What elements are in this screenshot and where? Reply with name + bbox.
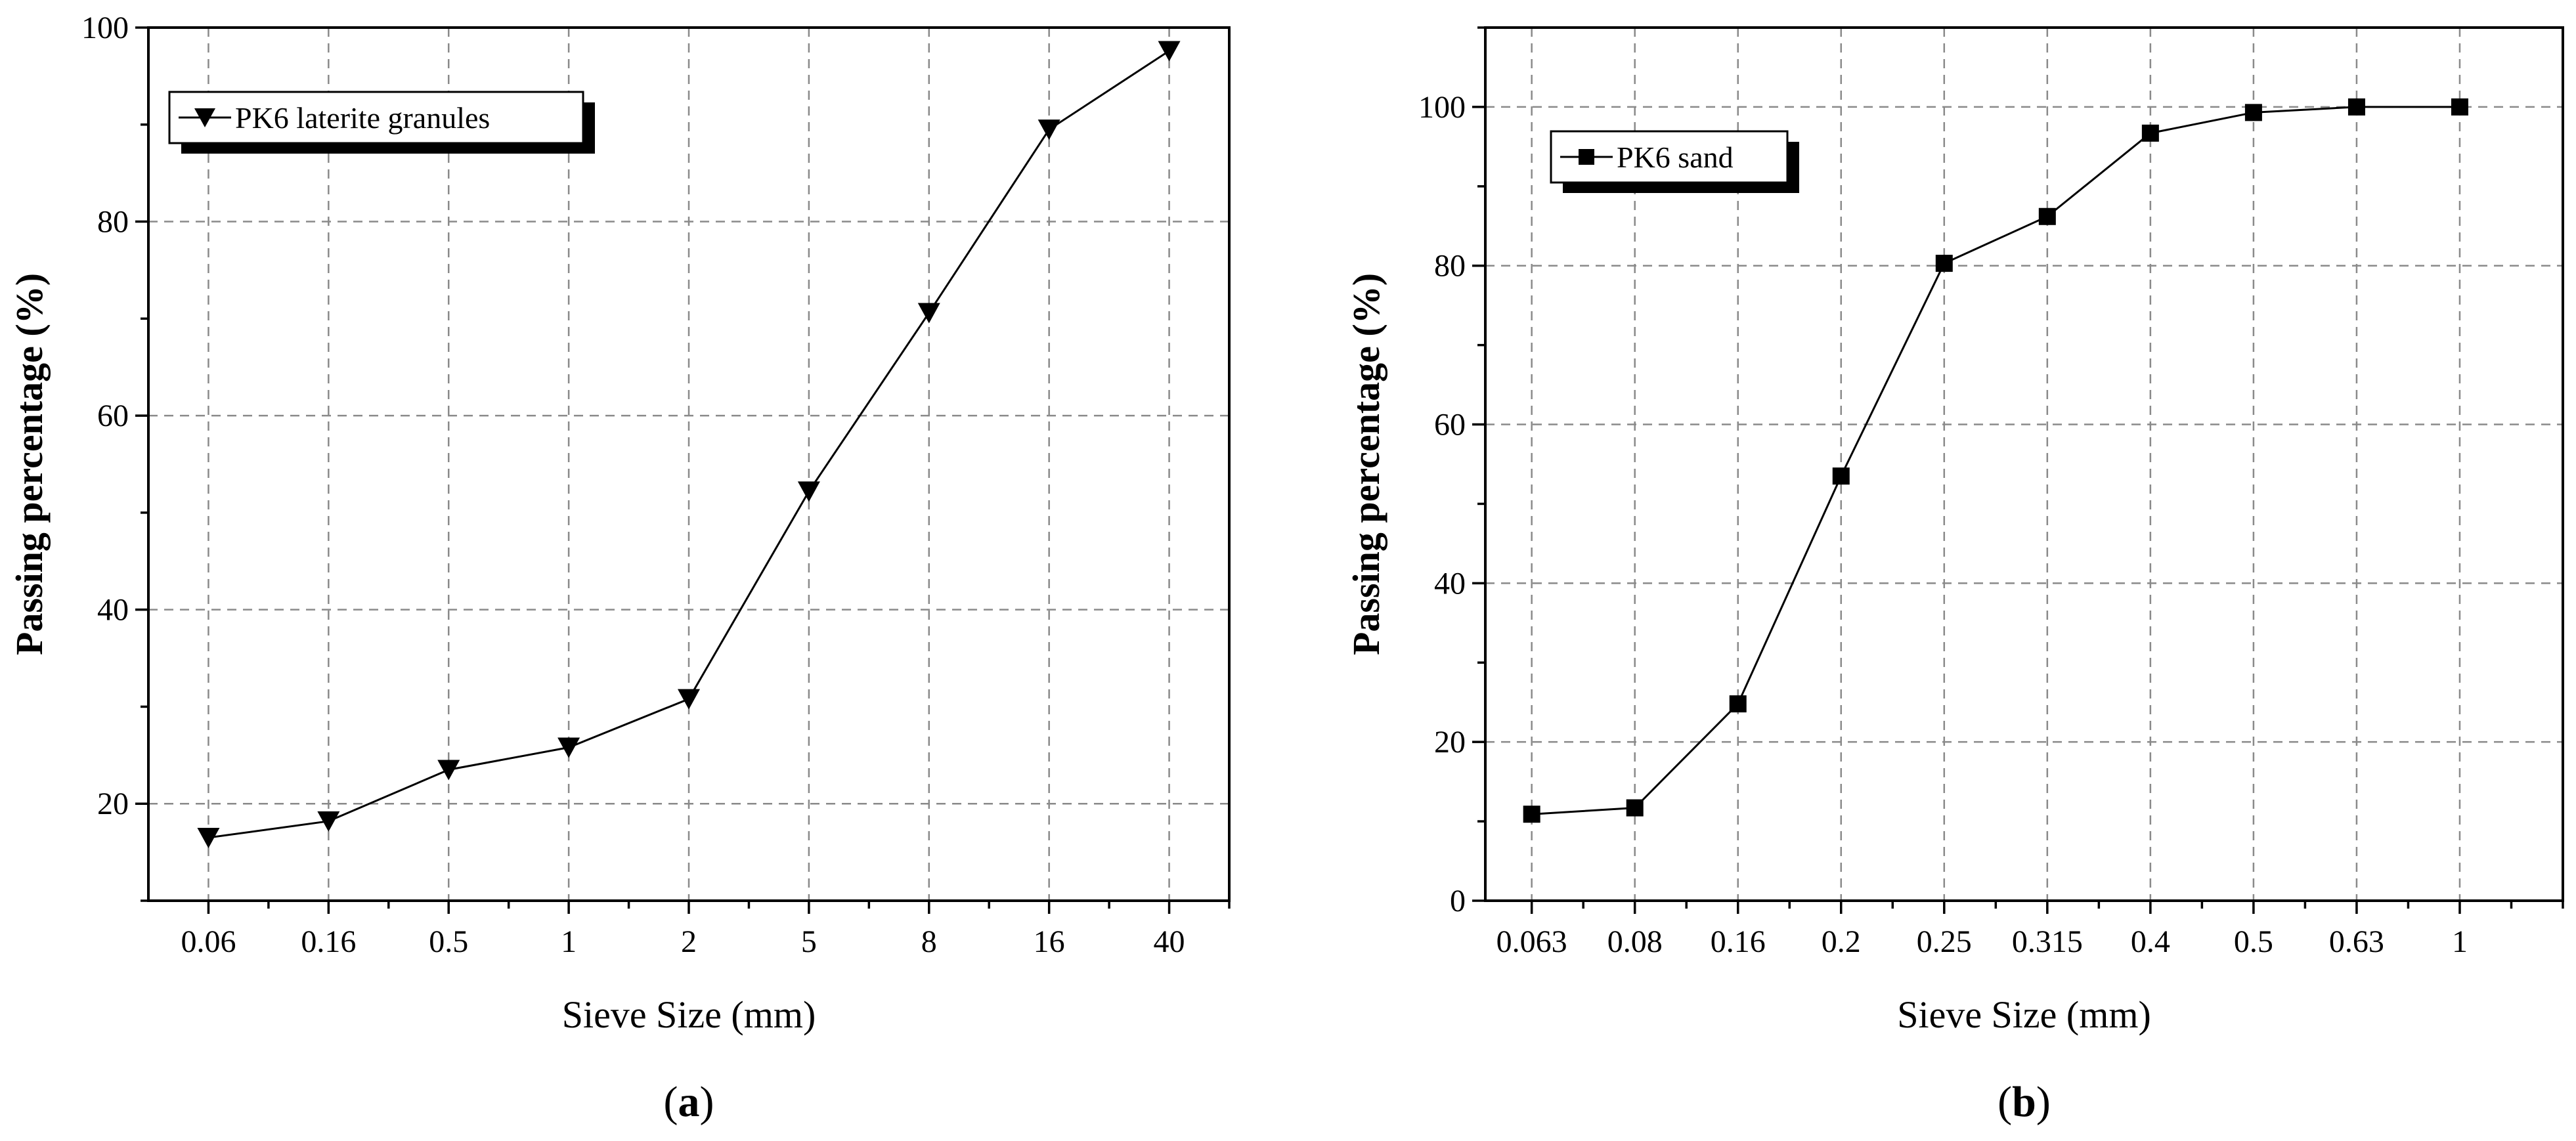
data-point	[797, 481, 820, 502]
data-point	[437, 760, 460, 781]
y-tick-label: 0	[1450, 884, 1466, 918]
y-tick-label: 60	[97, 398, 129, 433]
data-point	[1729, 695, 1747, 713]
y-tick-label: 60	[1434, 408, 1466, 442]
data-point	[2141, 124, 2159, 142]
data-point	[2244, 104, 2262, 121]
x-tick-label: 1	[2452, 924, 2468, 959]
chart-panel-b: 0 20 40 60 80 100 0.063 0.08 0.16 0.2 0.25 0.315 0.4…	[1345, 26, 2564, 1126]
plot-frame	[1484, 26, 2564, 902]
panel-letter: b	[2012, 1078, 2036, 1126]
y-tick-label: 20	[1434, 725, 1466, 760]
x-tick-label: 0.063	[1496, 924, 1567, 959]
x-tick-label: 8	[921, 924, 937, 959]
data-point	[1935, 255, 1953, 272]
legend-box	[168, 91, 584, 144]
panel-label: (b)	[1997, 1078, 2051, 1126]
x-tick-label: 0.5	[2234, 924, 2273, 959]
y-axis-title: Passing percentage (%)	[1345, 273, 1387, 655]
data-point	[1523, 806, 1540, 823]
y-tick-label: 40	[97, 593, 129, 628]
data-point	[317, 811, 340, 832]
data-point	[1037, 119, 1060, 140]
series-line	[1531, 106, 2460, 815]
x-tick-label: 5	[801, 924, 817, 959]
x-tick-label: 0.16	[1711, 924, 1766, 959]
x-tick-label: 0.16	[301, 924, 356, 959]
x-tick-label: 0.5	[429, 924, 468, 959]
x-tick-label: 0.4	[2131, 924, 2170, 959]
data-point	[2347, 98, 2365, 116]
data-point	[678, 689, 700, 710]
x-tick-label: 0.08	[1607, 924, 1663, 959]
y-tick-label: 100	[1418, 90, 1466, 125]
x-tick-label: 0.06	[181, 924, 236, 959]
y-tick-label: 80	[1434, 249, 1466, 284]
x-axis-title: Sieve Size (mm)	[1897, 993, 2151, 1036]
panel-label: (a)	[664, 1078, 714, 1126]
data-point	[2451, 98, 2468, 116]
x-axis-title: Sieve Size (mm)	[562, 993, 816, 1036]
chart-panel-a: 20 40 60 80 100 0.06 0.16 0.5 1 2 5 8 16 40 PK6 lateri…	[8, 11, 1231, 1126]
x-tick-label: 0.315	[2012, 924, 2083, 959]
x-tick-label: 2	[681, 924, 697, 959]
data-point	[197, 827, 220, 848]
y-tick-label: 40	[1434, 566, 1466, 601]
data-point	[2038, 207, 2056, 225]
data-point	[917, 303, 940, 324]
x-tick-label: 16	[1034, 924, 1065, 959]
data-point	[1158, 41, 1181, 62]
x-tick-label: 1	[561, 924, 577, 959]
legend-marker	[194, 108, 215, 127]
legend-label: PK6 sand	[1617, 140, 1734, 174]
x-tick-label: 0.63	[2329, 924, 2384, 959]
data-point	[1832, 467, 1850, 485]
y-tick-label: 100	[81, 11, 129, 45]
x-tick-label: 40	[1154, 924, 1185, 959]
panel-letter: a	[678, 1078, 700, 1126]
y-tick-label: 80	[97, 205, 129, 240]
y-axis-title: Passing percentage (%)	[8, 273, 51, 655]
legend-label: PK6 laterite granules	[235, 101, 490, 135]
x-tick-label: 0.2	[1822, 924, 1861, 959]
y-tick-label: 20	[97, 786, 129, 821]
data-point	[1626, 799, 1644, 817]
x-tick-label: 0.25	[1917, 924, 1972, 959]
data-point	[557, 737, 580, 758]
legend-marker	[1579, 149, 1594, 165]
